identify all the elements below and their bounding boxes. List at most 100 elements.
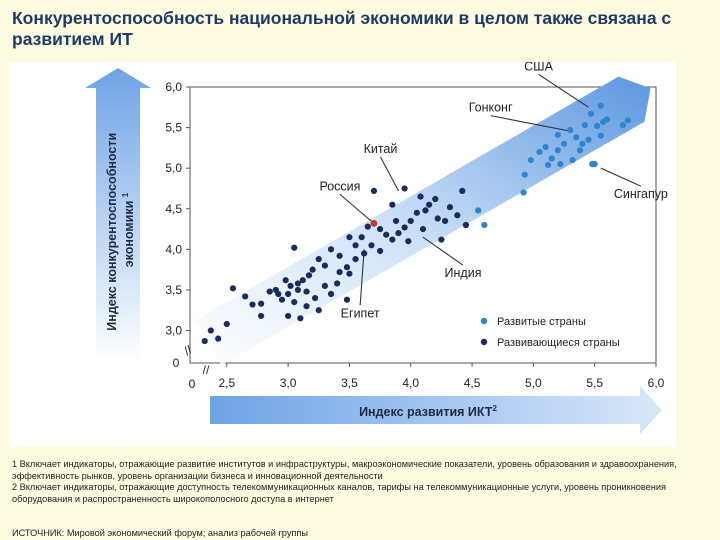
annotation-leader [422,236,464,266]
point-developing [401,224,408,231]
point-developing [294,286,302,294]
point-developing [223,320,230,328]
y-tick-label: 5,5 [165,121,182,135]
point-developing [278,296,286,303]
point-developing [459,187,466,195]
y-axis-break: // [182,342,195,358]
point-developing [201,337,208,345]
point-developing [417,193,424,200]
point-developing [207,327,214,334]
point-developed [573,134,580,141]
point-developing [321,262,328,269]
point-developed [619,122,626,129]
point-developing [376,225,384,233]
point-developing [242,293,249,300]
point-developing [336,252,343,259]
point-developed [536,148,543,156]
point-developing [432,195,439,203]
point-developing [321,282,328,289]
x-axis-label: Индекс развития ИКТ2 [359,404,497,419]
point-developing [361,250,368,257]
x-axis-arrow [210,386,662,434]
point-developing [291,299,298,306]
point-developing [275,290,282,298]
point-developed [521,171,528,178]
legend: Развитые страны Развивающиеся страны [480,316,620,349]
x-tick-label: 5,0 [525,376,542,390]
y-axis-label: Индекс конкурентоспособности экономики 1 [105,129,136,330]
point-developed [548,155,555,162]
point-developing [422,207,429,214]
plot-frame [189,86,657,364]
point-developed [587,110,595,117]
y-tick-label: 3,0 [165,324,182,338]
point-developed [554,147,561,154]
x-tick-label: 2,5 [218,376,235,390]
point-developing [392,217,400,225]
point-developing [285,312,292,320]
y-tick-label: 4,0 [165,242,182,256]
point-developing [309,266,316,273]
point-developing [266,288,273,295]
point-developing [343,296,351,303]
annotation-leader [339,193,375,224]
point-developed [581,122,588,129]
point-developing [294,280,302,287]
annotation-label: Гонконг [469,101,513,115]
point-developing [454,212,461,219]
chart-panel: Индекс конкурентоспособности экономики 1… [10,62,676,447]
point-developing [405,238,412,245]
point-developed [542,143,549,151]
footnote-2: 2 Включает индикаторы, отражающие доступ… [12,482,666,504]
annotation-label: Россия [319,179,360,193]
point-developed [560,140,568,147]
point-developing [413,209,420,216]
annotation-leader [379,156,399,192]
point-developing [282,277,289,284]
point-developing [370,187,378,195]
y-axis-arrow [85,68,151,362]
point-developing [352,255,359,263]
point-developing [285,290,292,298]
point-developed [597,132,604,139]
x-axis-break: // [203,363,210,377]
annotation-label: Египет [341,306,380,320]
point-developed [481,221,488,229]
point-developing [327,246,335,253]
x-axis-label-sup: 2 [492,404,497,413]
point-developing [446,204,454,211]
point-developing [258,312,265,320]
point-developed [597,102,604,109]
point-developing [346,234,353,241]
x-tick-label: 4,5 [464,376,481,390]
point-developed [594,122,601,130]
legend-label-developing: Развивающиеся страны [497,337,620,349]
point-developing [376,247,384,255]
point-developing [364,223,371,230]
annotation-leader [359,249,365,306]
y-tick-label: 4,5 [165,202,182,216]
point-developing [419,225,427,233]
y-tick-label: 6,0 [165,80,182,94]
point-developed [576,147,584,154]
point-developing [389,236,396,243]
point-developing [299,277,306,284]
point-developing [407,217,414,225]
point-developing [315,255,322,263]
point-developed [475,207,482,214]
point-developing [426,201,433,208]
origin-label: 0 [173,356,180,370]
x-tick-label: 5,5 [586,376,603,390]
x-axis-origin-label: 0 [189,377,196,391]
x-tick-label: 6,0 [648,376,665,390]
y-axis-label-line2: экономики [122,201,136,268]
point-developed [544,161,552,169]
point-developed [554,131,561,138]
legend-label-developed: Развитые страны [497,316,586,328]
legend-marker-developing [480,338,488,346]
point-developing [336,268,343,276]
point-developing [438,236,445,243]
point-developing [287,282,294,289]
point-developing [327,290,335,298]
